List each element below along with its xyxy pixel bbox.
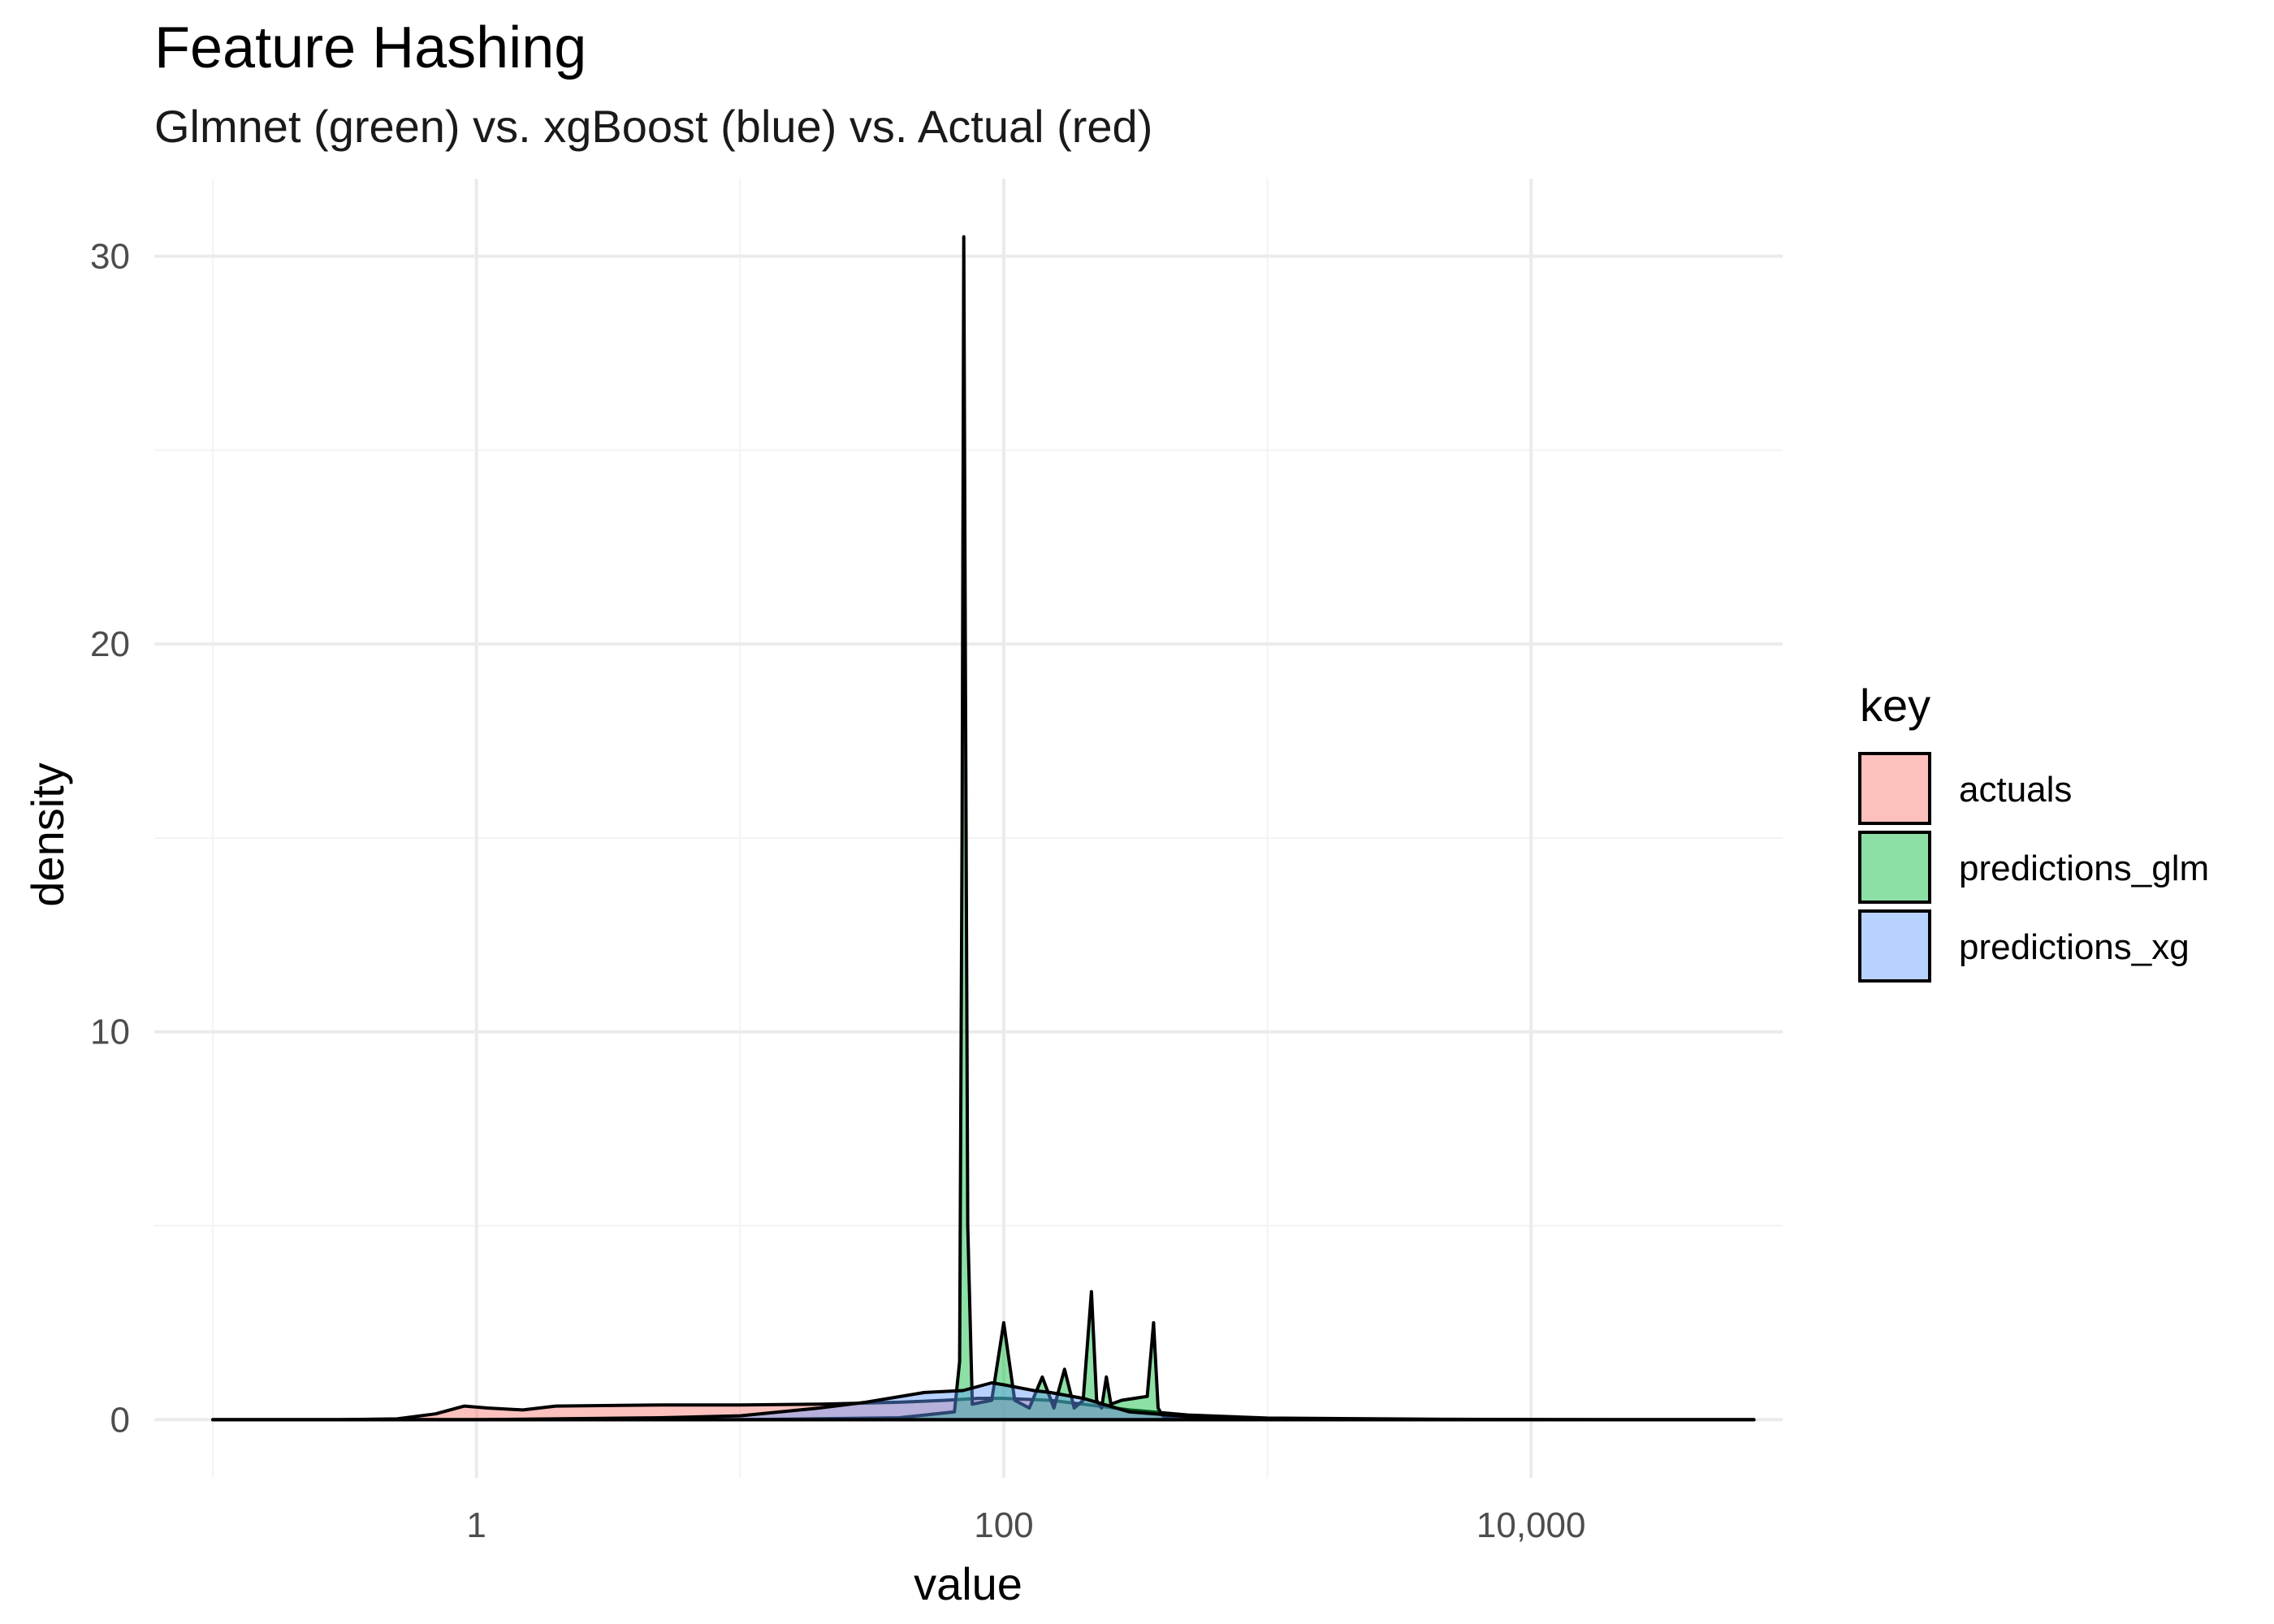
legend-swatch-predictions_xg [1858, 909, 1931, 983]
chart-title: Feature Hashing [154, 15, 586, 80]
x-axis-ticks: 1 100 10,000 [466, 1505, 1585, 1545]
density-area-predictions_xg [211, 1381, 1756, 1422]
legend-swatch-actuals [1858, 752, 1931, 825]
legend-label-predictions_xg: predictions_xg [1959, 927, 2190, 967]
x-tick-label-2: 10,000 [1476, 1505, 1586, 1545]
minor-gridlines [154, 179, 1783, 1478]
legend-label-actuals: actuals [1959, 770, 2072, 810]
y-axis-ticks: 0 10 20 30 [90, 237, 130, 1440]
x-tick-label-0: 1 [466, 1505, 486, 1545]
legend: actuals predictions_glm predictions_xg [1858, 752, 2209, 983]
y-tick-label-3: 30 [90, 237, 130, 277]
chart-subtitle: Glmnet (green) vs. xgBoost (blue) vs. Ac… [154, 101, 1152, 152]
y-tick-label-2: 20 [90, 624, 130, 664]
y-tick-label-1: 10 [90, 1013, 130, 1052]
x-tick-label-1: 100 [974, 1505, 1033, 1545]
y-axis-title: density [22, 762, 73, 906]
y-tick-label-0: 0 [110, 1400, 130, 1440]
legend-title: key [1860, 680, 1930, 731]
legend-label-predictions_glm: predictions_glm [1959, 849, 2209, 888]
x-axis-title: value [914, 1558, 1022, 1609]
density-areas [211, 235, 1756, 1422]
legend-swatch-predictions_glm [1858, 831, 1931, 904]
density-area-predictions_glm [211, 235, 1756, 1422]
